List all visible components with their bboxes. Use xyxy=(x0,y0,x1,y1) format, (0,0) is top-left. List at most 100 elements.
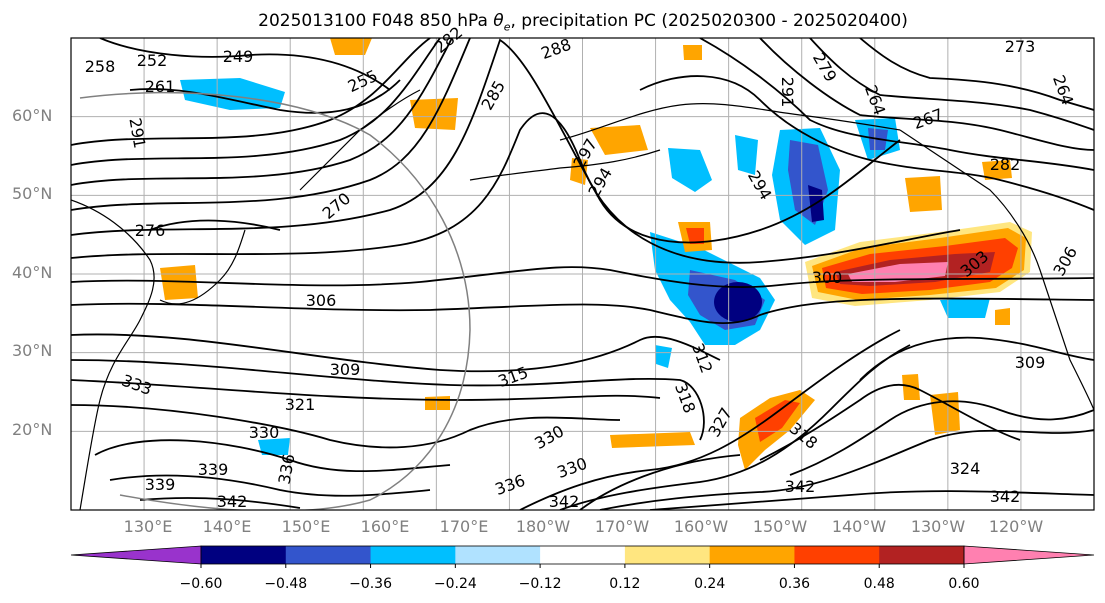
lon-label: 170°E xyxy=(439,517,489,536)
negative-anomaly-core xyxy=(714,282,762,322)
colorbar-tick-label: −0.24 xyxy=(433,576,477,592)
contour-line xyxy=(129,79,401,114)
colorbar-swatch xyxy=(285,546,372,564)
map-frame xyxy=(70,37,1095,511)
contour-label: 276 xyxy=(135,221,166,240)
contour-line xyxy=(71,404,621,449)
positive-anomaly-patch xyxy=(848,262,948,282)
lon-label: 150°W xyxy=(752,517,808,536)
colorbar-swatch xyxy=(540,546,626,564)
colorbar-swatches xyxy=(70,545,1095,568)
lat-label: 60°N xyxy=(12,106,53,125)
lat-label: 20°N xyxy=(12,420,53,439)
contour-line xyxy=(71,38,453,186)
lon-label: 130°E xyxy=(123,517,173,536)
contour-label: 309 xyxy=(1015,353,1046,372)
colorbar-tick-label: 0.60 xyxy=(948,576,980,592)
colorbar-tick-label: 0.24 xyxy=(694,576,726,592)
positive-anomaly-patch xyxy=(410,98,458,130)
negative-anomaly-patch xyxy=(735,135,758,175)
contour-line xyxy=(699,38,1094,171)
positive-anomaly-patch xyxy=(570,158,588,185)
positive-anomaly-patch xyxy=(982,160,1012,180)
contour-label: 342 xyxy=(990,487,1021,506)
colorbar-tick-label: 0.48 xyxy=(863,576,895,592)
contour-label: 339 xyxy=(198,460,229,479)
contour-line xyxy=(149,219,281,231)
negative-anomaly-patch xyxy=(655,345,672,368)
contour-line xyxy=(71,359,705,441)
colorbar-swatch xyxy=(794,546,880,564)
contour-label: 330 xyxy=(249,423,280,442)
contour-line xyxy=(139,497,301,509)
positive-anomaly-patch xyxy=(686,228,704,244)
lon-label: 150°E xyxy=(281,517,331,536)
contour-line xyxy=(599,429,1094,510)
contour-label: 306 xyxy=(306,291,337,310)
contour-line xyxy=(71,38,471,211)
negative-anomaly-patch xyxy=(180,78,285,110)
positive-anomaly-patch xyxy=(683,45,702,60)
contour-line xyxy=(71,297,1094,325)
contour-line xyxy=(71,333,721,373)
contour-label: 321 xyxy=(285,395,316,414)
negative-anomaly-patch xyxy=(668,148,712,192)
colorbar-tick-label: −0.48 xyxy=(264,576,308,592)
contour-line xyxy=(649,490,1094,510)
lon-label: 120°W xyxy=(988,517,1044,536)
colorbar-extend-high xyxy=(963,545,1095,565)
asia-coastline xyxy=(71,199,155,510)
north-america-coastline xyxy=(899,129,1094,411)
contour-line xyxy=(759,383,1021,461)
colorbar-frame xyxy=(200,545,965,565)
contour-label: 309 xyxy=(330,360,361,379)
contour-line xyxy=(639,75,1094,211)
colorbar-tick-label: −0.12 xyxy=(518,576,562,592)
colorbar-swatch xyxy=(709,546,795,564)
alaska-coastline xyxy=(559,103,901,141)
colorbar-extend-low xyxy=(70,545,202,565)
contour-label: 252 xyxy=(137,51,168,70)
theta-e-contours xyxy=(71,38,1094,510)
projection-ring xyxy=(79,91,471,510)
positive-anomaly-patch xyxy=(610,432,695,448)
contour-line xyxy=(519,329,901,510)
positive-anomaly-patch xyxy=(905,176,942,212)
contour-line xyxy=(759,38,1094,151)
lon-label: 160°E xyxy=(360,517,410,536)
contour-line xyxy=(71,112,961,264)
contour-label: 339 xyxy=(145,475,176,494)
contour-line xyxy=(859,38,1094,111)
contour-line xyxy=(809,38,1094,131)
contour-line xyxy=(789,400,1094,476)
negative-anomaly-patch xyxy=(258,438,290,455)
contour-label: 291 xyxy=(778,77,797,108)
lon-label: 140°W xyxy=(831,517,887,536)
lat-label: 50°N xyxy=(12,184,53,203)
contour-line xyxy=(71,38,431,146)
lon-label: 170°W xyxy=(594,517,650,536)
colorbar-swatch xyxy=(879,546,965,564)
colorbar-swatch xyxy=(201,546,287,564)
positive-anomaly-patch xyxy=(330,38,372,55)
contour-label: 282 xyxy=(990,155,1021,174)
colorbar-tick-label: 0.36 xyxy=(778,576,811,592)
positive-anomaly-patch xyxy=(995,308,1010,325)
aleutian-islands xyxy=(469,149,661,181)
contour-line xyxy=(71,38,441,166)
colorbar-swatch xyxy=(370,546,456,564)
contour-line xyxy=(71,38,901,244)
contour-line xyxy=(94,439,451,473)
contour-line xyxy=(579,454,741,510)
contour-label: 342 xyxy=(785,477,816,496)
japan-coastline xyxy=(159,229,246,305)
contour-label: 249 xyxy=(223,47,254,66)
contour-line xyxy=(71,266,1094,288)
contour-label: 342 xyxy=(549,492,580,511)
lon-label: 130°W xyxy=(910,517,966,536)
figure-title: 2025013100 F048 850 hPa θe, precipitatio… xyxy=(258,11,908,34)
positive-anomaly-patch xyxy=(590,125,648,155)
contour-line xyxy=(99,38,391,91)
